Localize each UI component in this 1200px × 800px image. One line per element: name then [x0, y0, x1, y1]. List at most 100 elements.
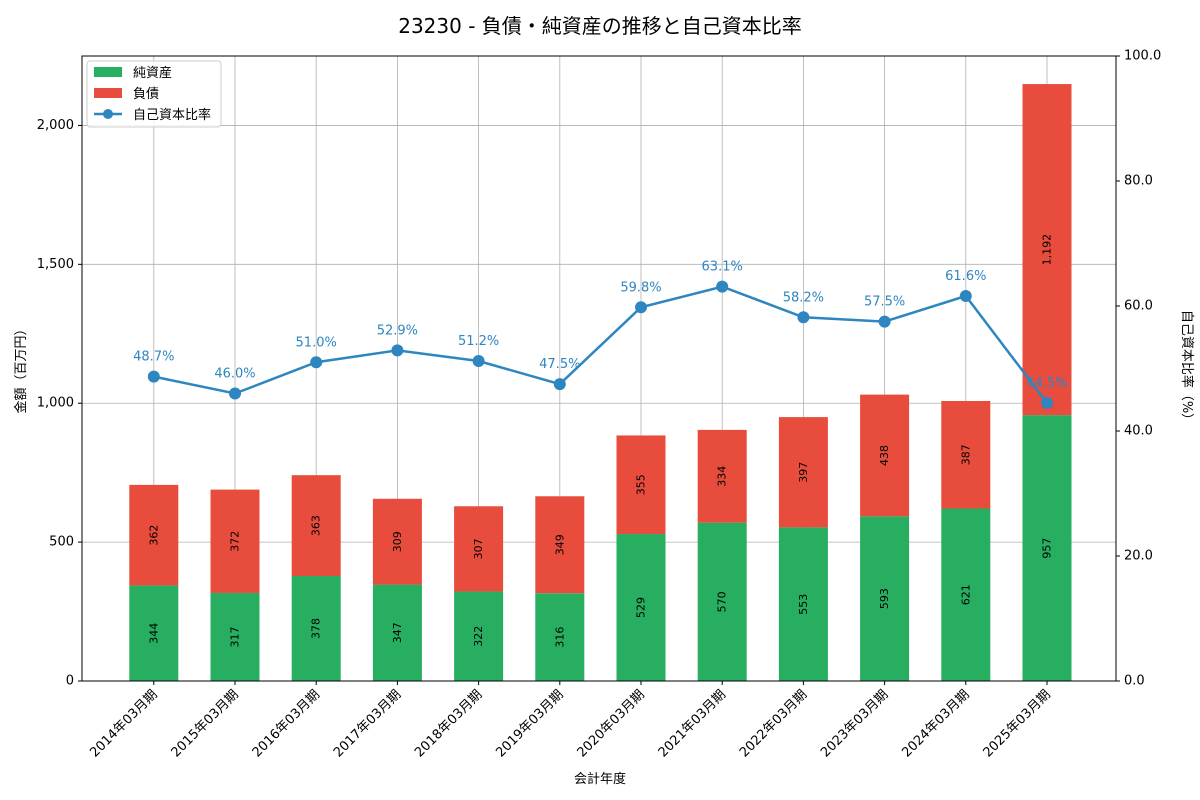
bar-net-assets: [860, 516, 910, 681]
y2-tick-label: 40.0: [1124, 424, 1153, 439]
legend-label-liabilities: 負債: [133, 87, 159, 102]
ratio-point: [310, 356, 323, 369]
bar-label-liabilities: 362: [147, 525, 160, 546]
x-tick-label: 2020年03月期: [575, 687, 648, 760]
bar-label-net-assets: 322: [472, 626, 485, 647]
ratio-line: 48.7% 46.0% 51.0% 52.9% 51.2% 47.5% 59.8% 63.1%…: [133, 260, 1068, 409]
x-tick-label: 2022年03月期: [737, 687, 810, 760]
ratio-point: [147, 370, 160, 383]
ratio-data-label: 63.1%: [702, 260, 743, 275]
ratio-data-label: 48.7%: [133, 350, 174, 365]
ratio-point: [797, 311, 810, 324]
bar-liabilities: [372, 498, 422, 585]
bar-net-assets: [535, 593, 585, 681]
bar-label-liabilities: 363: [310, 515, 323, 536]
y2-tick-label: 100.0: [1124, 49, 1161, 64]
bar-label-liabilities: 1,192: [1041, 234, 1054, 266]
bar-label-liabilities: 307: [472, 538, 485, 559]
x-tick-label: 2014年03月期: [87, 687, 160, 760]
bar-liabilities: [778, 417, 828, 528]
ratio-point: [229, 387, 241, 400]
x-tick-label: 2015年03月期: [169, 687, 242, 760]
bar-label-liabilities: 397: [797, 462, 810, 483]
y2-tick-label: 20.0: [1124, 549, 1153, 564]
bar-label-net-assets: 378: [310, 618, 323, 639]
bar-liabilities: [860, 394, 910, 517]
bar-net-assets: [454, 591, 504, 681]
legend-label-ratio: 自己資本比率: [133, 107, 211, 123]
bar-label-net-assets: 347: [391, 622, 404, 643]
legend-label-net-assets: 純資産: [133, 65, 172, 81]
y-tick-label: 0: [66, 674, 74, 689]
y-axis-left: 0 500 1,000 1,500 2,000: [37, 118, 82, 689]
y-axis-right: 0.0 20.0 40.0 60.0 80.0 100.0: [1116, 49, 1161, 689]
bar-liabilities: [454, 506, 504, 592]
y2-axis-label: 自己資本比率（%）: [1179, 310, 1195, 426]
bar-net-assets: [778, 527, 828, 681]
x-tick-label: 2024年03月期: [899, 687, 972, 760]
bar-label-net-assets: 621: [959, 584, 972, 605]
bar-net-assets: [291, 576, 341, 681]
bar-label-net-assets: 316: [553, 627, 566, 648]
bar-label-liabilities: 355: [635, 474, 648, 495]
bar-label-liabilities: 372: [229, 531, 242, 552]
bar-net-assets: [210, 592, 260, 681]
bar-net-assets: [941, 508, 991, 681]
x-tick-label: 2016年03月期: [250, 687, 323, 760]
bar-label-liabilities: 387: [959, 444, 972, 465]
ratio-data-label: 44.5%: [1026, 376, 1067, 391]
ratio-data-label: 58.2%: [783, 290, 824, 305]
y-tick-label: 1,500: [37, 257, 74, 272]
x-axis: 2014年03月期 2015年03月期 2016年03月期 2017年03月期 2018…: [87, 681, 1054, 761]
chart-title: 23230 - 負債・純資産の推移と自己資本比率: [398, 14, 802, 38]
bar-label-net-assets: 553: [797, 594, 810, 615]
x-tick-label: 2017年03月期: [331, 687, 404, 760]
y2-tick-label: 80.0: [1124, 174, 1153, 189]
bar-label-net-assets: 529: [635, 597, 648, 618]
ratio-data-label: 51.0%: [296, 335, 337, 350]
bar-net-assets: [1022, 415, 1072, 681]
ratio-data-label: 51.2%: [458, 334, 499, 349]
bars: [129, 84, 1072, 681]
legend-swatch-net-assets: [94, 67, 122, 77]
bar-liabilities: [1022, 84, 1072, 416]
bar-label-net-assets: 957: [1041, 538, 1054, 559]
bar-label-net-assets: 317: [229, 626, 242, 647]
ratio-data-label: 57.5%: [864, 295, 905, 310]
x-tick-label: 2018年03月期: [412, 687, 485, 760]
bar-label-liabilities: 438: [878, 445, 891, 466]
y-axis-label: 金額（百万円）: [13, 322, 29, 413]
ratio-point: [716, 280, 729, 293]
ratio-series-line: [153, 285, 1048, 404]
legend-swatch-ratio-marker: [103, 109, 113, 119]
bar-liabilities: [616, 435, 666, 535]
bar-label-liabilities: 349: [553, 534, 566, 555]
ratio-data-label: 61.6%: [945, 269, 986, 284]
bar-net-assets: [697, 522, 747, 681]
bar-label-net-assets: 593: [878, 588, 891, 609]
legend-frame: [86, 60, 222, 128]
ratio-point: [1041, 396, 1053, 409]
legend-swatch-liabilities: [94, 88, 122, 98]
y2-tick-label: 0.0: [1124, 674, 1145, 689]
bar-net-assets: [129, 585, 179, 681]
ratio-point: [472, 355, 485, 367]
ratio-data-label: 47.5%: [539, 357, 580, 372]
x-tick-label: 2025年03月期: [981, 687, 1054, 760]
bar-net-assets: [616, 534, 666, 681]
ratio-point: [553, 378, 566, 391]
bar-label-liabilities: 334: [716, 466, 729, 487]
bar-labels: 344 362 317 372 378 363 347 309 322 307 316 349 529 3…: [147, 234, 1053, 648]
bar-liabilities: [697, 429, 747, 523]
x-axis-label: 会計年度: [574, 771, 626, 787]
ratio-point: [635, 301, 647, 314]
bar-liabilities: [210, 489, 260, 593]
bar-label-net-assets: 570: [716, 591, 729, 612]
x-tick-label: 2019年03月期: [493, 687, 566, 760]
legend: 純資産 負債 自己資本比率: [86, 60, 222, 128]
ratio-data-label: 46.0%: [214, 367, 255, 382]
ratio-data-label: 52.9%: [377, 323, 418, 338]
x-tick-label: 2023年03月期: [818, 687, 891, 760]
y-tick-label: 1,000: [37, 396, 74, 411]
